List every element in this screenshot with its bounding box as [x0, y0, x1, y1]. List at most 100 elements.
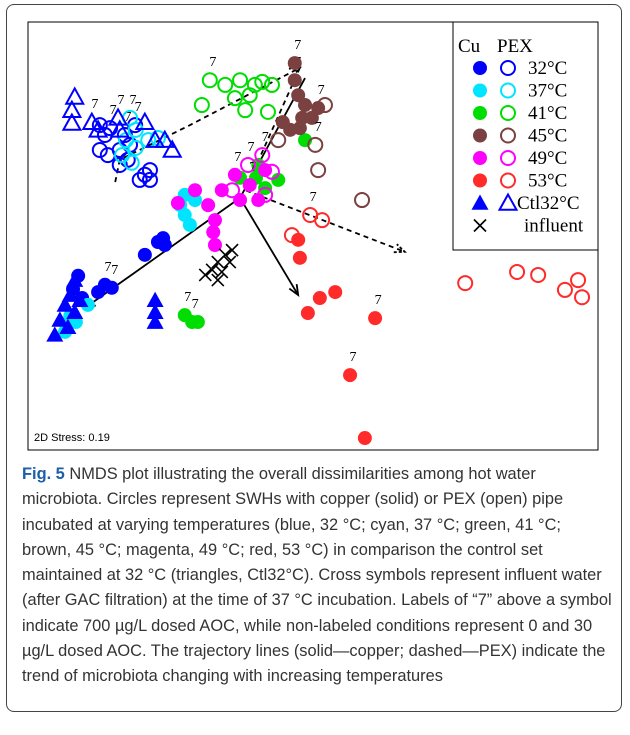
trajectory: [239, 197, 299, 296]
arrowhead: [288, 284, 300, 298]
point: [211, 273, 225, 287]
point-label: 7: [91, 97, 98, 112]
point: [188, 183, 203, 198]
caption-label: Fig. 5: [22, 465, 65, 483]
point: [193, 97, 210, 114]
point-label: 7: [375, 293, 382, 308]
legend-label: 45°C: [528, 126, 567, 147]
point: [287, 56, 302, 71]
point: [61, 99, 83, 118]
point: [223, 255, 237, 269]
point: [141, 162, 158, 179]
legend-label: 37°C: [528, 81, 567, 102]
legend-symbol: [473, 151, 487, 165]
point: [291, 88, 306, 103]
point: [134, 111, 156, 130]
legend-symbol: [473, 218, 487, 233]
point: [59, 318, 77, 334]
point: [226, 90, 243, 107]
point: [316, 97, 333, 114]
point: [144, 129, 166, 148]
point-label: 7: [111, 263, 118, 278]
point-label: 7: [124, 110, 131, 125]
point: [146, 291, 164, 307]
point-label: 7: [184, 290, 191, 305]
trajectory: [243, 67, 406, 253]
point-label: 7: [209, 55, 216, 70]
point-label: 7: [350, 350, 357, 365]
point: [259, 103, 276, 120]
point: [237, 102, 254, 119]
point: [343, 368, 358, 383]
point: [254, 147, 271, 164]
point: [328, 285, 343, 300]
point-label: 7: [104, 260, 111, 275]
legend-symbol: [473, 106, 487, 120]
point: [146, 303, 164, 319]
point: [556, 281, 573, 298]
point: [109, 119, 130, 138]
point: [162, 139, 183, 158]
legend-symbol: [471, 194, 489, 210]
legend-symbol: [497, 192, 519, 211]
point: [198, 268, 212, 282]
point: [157, 237, 172, 252]
point: [64, 86, 85, 105]
point: [298, 98, 313, 113]
legend-symbol: [500, 82, 516, 99]
legend-symbol: [500, 105, 516, 121]
figure-frame: [6, 4, 622, 712]
point-label: 7: [310, 190, 317, 205]
point-label: 7: [294, 38, 301, 53]
point: [287, 73, 302, 88]
point: [91, 117, 108, 134]
point: [111, 156, 128, 173]
point: [242, 178, 257, 193]
point: [131, 171, 148, 188]
point: [66, 303, 84, 319]
point: [66, 271, 84, 287]
caption-text: NMDS plot illustrating the overall dissi…: [22, 465, 612, 686]
point: [232, 72, 249, 89]
point: [270, 132, 287, 149]
point: [154, 129, 175, 148]
point: [137, 247, 152, 262]
point: [357, 431, 372, 446]
legend-symbol: [500, 60, 516, 76]
point: [141, 171, 158, 188]
point: [207, 213, 222, 228]
point-label: 7: [130, 93, 137, 108]
point: [275, 115, 290, 130]
point-label: 7: [234, 150, 241, 165]
legend-label: influent: [524, 216, 584, 237]
point: [170, 196, 185, 211]
point: [240, 156, 257, 173]
point: [263, 76, 280, 93]
arrowhead: [393, 243, 407, 254]
point-label: 7: [315, 120, 322, 135]
caption: Fig. 5 NMDS plot illustrating the overal…: [22, 462, 614, 690]
point: [91, 141, 108, 158]
point: [312, 291, 327, 306]
point: [310, 162, 327, 179]
point: [123, 154, 140, 171]
point: [61, 112, 83, 131]
point: [136, 166, 153, 183]
legend-symbol: [473, 173, 487, 188]
point: [307, 136, 324, 153]
point: [368, 311, 383, 326]
point-label: 7: [135, 100, 142, 115]
point: [127, 139, 144, 156]
point: [283, 227, 300, 244]
point: [271, 172, 286, 187]
point-label: 7: [118, 93, 125, 108]
legend-label: 49°C: [528, 148, 567, 169]
legend-symbol: [473, 61, 487, 75]
legend-label: Ctl32°C: [517, 193, 580, 214]
point: [251, 193, 266, 208]
point: [81, 111, 103, 130]
stress-label: 2D Stress: 0.19: [34, 432, 110, 444]
point: [51, 311, 69, 327]
point: [46, 326, 64, 342]
